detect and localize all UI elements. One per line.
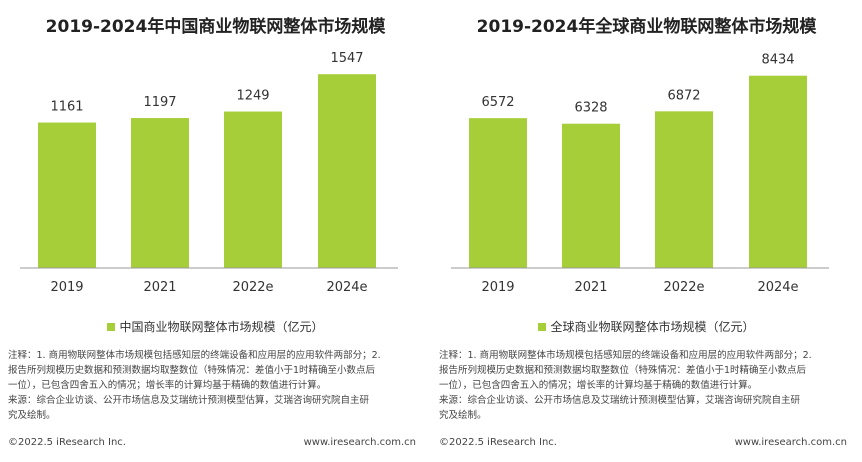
note-line: 一位），已包含四舍五入的情况；增长率的计算均基于精确的数值进行计算。 bbox=[439, 380, 758, 391]
china-bar-chart: 1161 2019 1197 2021 1249 2022e 1547 2024e bbox=[20, 51, 398, 295]
data-label-2021: 1197 bbox=[143, 95, 176, 110]
source-line: 来源：综合企业访谈、公开市场信息及艾瑞统计预测模型估算，艾瑞咨询研究院自主研 bbox=[439, 395, 801, 406]
source-line: 究及绘制。 bbox=[8, 410, 56, 421]
global-note: 注释：1. 商用物联网整体市场规模包括感知层的终端设备和应用层的应用软件两部分；… bbox=[439, 348, 851, 423]
note-line: 报告所列规模历史数据和预测数据均取整数位（特殊情况：差值小于1时精确至小数点后 bbox=[8, 365, 376, 376]
china-chart-title: 2019-2024年中国商业物联网整体市场规模 bbox=[45, 17, 386, 37]
data-label-2024e: 8434 bbox=[761, 53, 794, 68]
global-bar-chart: 6572 2019 6328 2021 6872 2022e 8434 2024e bbox=[451, 53, 829, 295]
note-line: 注释：1. 商用物联网整体市场规模包括感知层的终端设备和应用层的应用软件两部分；… bbox=[439, 350, 812, 361]
data-label-2019: 1161 bbox=[50, 100, 83, 115]
bar-2021 bbox=[562, 123, 620, 268]
global-footer: ©2022.5 iResearch Inc. www.iresearch.com… bbox=[439, 437, 847, 448]
china-footer: ©2022.5 iResearch Inc. www.iresearch.com… bbox=[8, 437, 416, 448]
china-chart-panel: 2019-2024年中国商业物联网整体市场规模 1161 2019 1197 2021… bbox=[0, 17, 431, 448]
x-tick-label: 2022e bbox=[232, 280, 273, 295]
bar-2019 bbox=[38, 122, 96, 268]
x-tick-label: 2024e bbox=[757, 280, 798, 295]
data-label-2024e: 1547 bbox=[330, 51, 363, 66]
source-line: 究及绘制。 bbox=[439, 410, 487, 421]
china-legend: 中国商业物联网整体市场规模（亿元） bbox=[0, 318, 431, 335]
copyright-text: ©2022.5 iResearch Inc. bbox=[8, 437, 126, 448]
data-label-2022e: 1249 bbox=[236, 89, 269, 104]
website-link[interactable]: www.iresearch.com.cn bbox=[303, 437, 416, 448]
data-label-2022e: 6872 bbox=[667, 88, 700, 103]
copyright-text: ©2022.5 iResearch Inc. bbox=[439, 437, 557, 448]
legend-swatch-icon bbox=[107, 323, 116, 331]
global-chart-title: 2019-2024年全球商业物联网整体市场规模 bbox=[476, 17, 817, 37]
bar-2022e bbox=[224, 111, 282, 269]
source-line: 来源：综合企业访谈、公开市场信息及艾瑞统计预测模型估算，艾瑞咨询研究院自主研 bbox=[8, 395, 370, 406]
x-tick-label: 2019 bbox=[481, 280, 514, 295]
note-line: 报告所列规模历史数据和预测数据均取整数位（特殊情况：差值小于1时精确至小数点后 bbox=[439, 365, 807, 376]
x-tick-label: 2019 bbox=[50, 280, 83, 295]
china-note: 注释：1. 商用物联网整体市场规模包括感知层的终端设备和应用层的应用软件两部分；… bbox=[8, 348, 420, 423]
x-tick-label: 2021 bbox=[143, 280, 176, 295]
global-chart-panel: 2019-2024年全球商业物联网整体市场规模 6572 2019 6328 2021… bbox=[431, 0, 862, 462]
bar-2019 bbox=[469, 118, 527, 268]
legend-swatch-icon bbox=[538, 323, 547, 331]
global-legend: 全球商业物联网整体市场规模（亿元） bbox=[431, 318, 862, 335]
data-label-2019: 6572 bbox=[481, 95, 514, 110]
x-tick-label: 2022e bbox=[663, 280, 704, 295]
bar-2021 bbox=[131, 118, 189, 269]
x-tick-label: 2024e bbox=[326, 280, 367, 295]
data-label-2021: 6328 bbox=[574, 101, 607, 116]
bar-2024e bbox=[318, 74, 376, 268]
bar-2024e bbox=[749, 75, 807, 268]
china-legend-label: 中国商业物联网整体市场规模（亿元） bbox=[119, 320, 324, 334]
x-tick-label: 2021 bbox=[574, 280, 607, 295]
global-legend-label: 全球商业物联网整体市场规模（亿元） bbox=[550, 320, 755, 334]
note-line: 一位），已包含四舍五入的情况；增长率的计算均基于精确的数值进行计算。 bbox=[8, 380, 327, 391]
bar-2022e bbox=[655, 111, 713, 269]
note-line: 注释：1. 商用物联网整体市场规模包括感知层的终端设备和应用层的应用软件两部分；… bbox=[8, 350, 381, 361]
website-link[interactable]: www.iresearch.com.cn bbox=[734, 437, 847, 448]
